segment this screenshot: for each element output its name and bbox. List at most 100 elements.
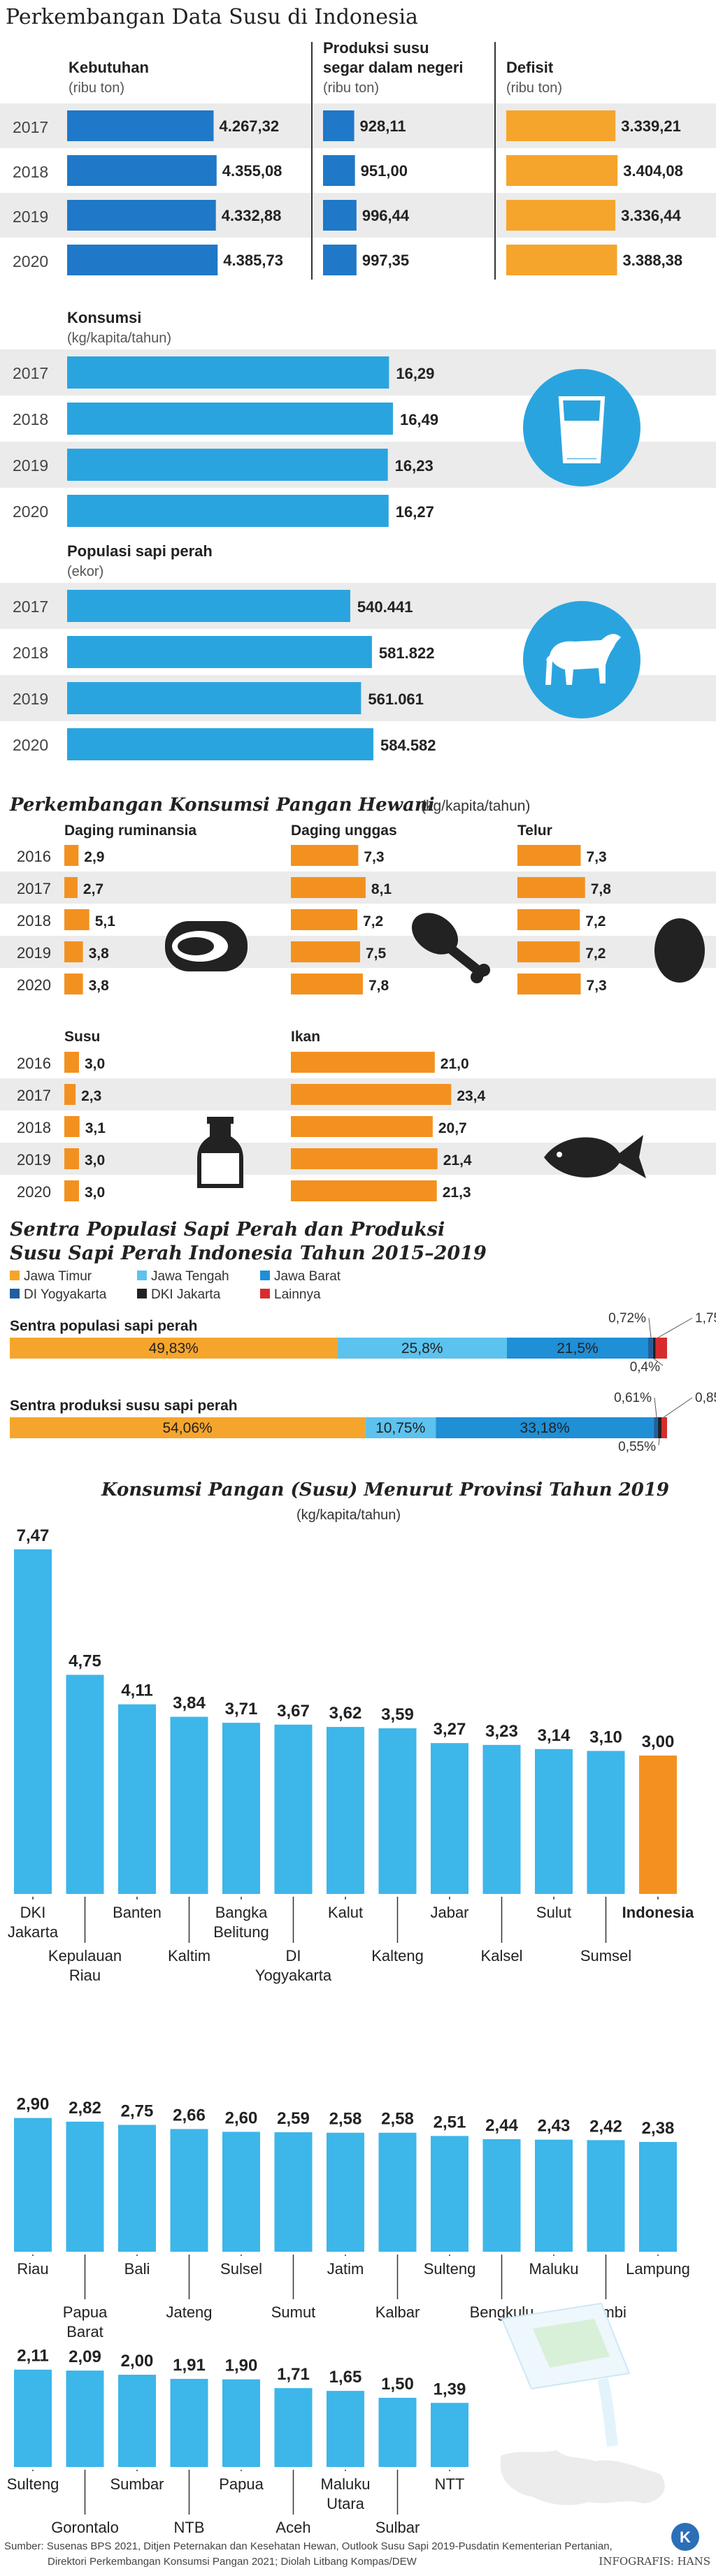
legend-label: Jawa Tengah [151,1269,229,1284]
bar-value-label: 2,58 [329,2110,362,2129]
year-label: 2016 [17,848,51,865]
bar-value-label: 1,65 [329,2368,362,2387]
bar-value-label: 5,1 [95,913,116,929]
bar [291,1116,433,1137]
stacked-segment [654,1417,658,1438]
segment-value-label: 54,06% [162,1420,212,1436]
bar-value-label: 2,90 [17,2095,50,2114]
bar-value-label: 581.822 [379,644,435,662]
series-title: segar dalam negeri [323,59,464,76]
milk-glass-fill [564,421,600,458]
bar [67,403,393,435]
bar [323,110,355,141]
series-unit: (ribu ton) [506,80,562,96]
bar-value-label: 561.061 [368,690,424,708]
bar-value-label: 7,5 [366,946,387,962]
stacked-segment [337,1338,507,1359]
bar-value-label: 3.388,38 [623,252,683,269]
category-label: Kepulauan [48,1947,122,1964]
bar [274,1724,313,1894]
bar-value-label: 1,71 [277,2365,310,2384]
year-label: 2016 [17,1055,51,1072]
bar-value-label: 16,29 [396,365,434,382]
stacked-segment [506,1338,649,1359]
chart-unit: (kg/kapita/tahun) [296,1507,401,1523]
row-title: Sentra populasi sapi perah [10,1318,197,1334]
bar [323,200,357,231]
year-label: 2020 [17,976,51,994]
bar-value-label: 997,35 [362,252,409,269]
bar-value-label: 23,4 [457,1088,485,1104]
bar [64,1084,76,1105]
bar-value-label: 3,14 [538,1726,571,1745]
bar [67,356,389,389]
year-label: 2019 [17,1151,51,1168]
bar-value-label: 1,50 [381,2375,414,2394]
bar [170,2129,208,2252]
category-label: Jatim [327,2260,364,2278]
category-label: NTB [174,2519,205,2536]
bar [431,2136,468,2252]
year-label: 2019 [13,690,48,708]
bar [291,845,359,866]
bar [66,2371,104,2467]
callout-line [657,1317,693,1338]
chart-title: Konsumsi Pangan (Susu) Menurut Provinsi … [101,1479,669,1500]
bar [327,2391,364,2467]
category-label: Bangka [215,1904,268,1921]
bar-value-label: 2,75 [121,2102,154,2121]
bar-value-label: 21,4 [443,1152,472,1168]
province-chart: Konsumsi Pangan (Susu) Menurut Provinsi … [7,1479,694,2536]
category-label: Kalbar [375,2303,420,2321]
bar [64,1180,79,1201]
bar [431,2403,468,2467]
bar-value-label: 2,59 [277,2109,310,2128]
centers-chart: Sentra Populasi Sapi Perah dan Produksi S… [10,1219,716,1454]
bar [517,877,585,898]
bar [535,2139,573,2252]
bar-value-label: 7,3 [587,849,607,865]
series-unit: (ribu ton) [69,80,124,96]
category-label: Aceh [275,2519,310,2536]
bar-value-label: 4.267,32 [219,117,279,135]
year-label: 2020 [13,736,48,754]
bar-value-label: 7,2 [363,913,383,929]
category-label: Papua [219,2475,264,2493]
bar-value-label: 7,8 [591,881,612,897]
bar-value-label: 3,0 [85,1152,105,1168]
legend-swatch [10,1289,20,1298]
bar-value-label: 2,09 [69,2347,101,2366]
year-label: 2018 [17,1119,51,1136]
bar [587,1751,625,1894]
year-label: 2020 [13,502,48,521]
bar [67,495,389,527]
small-segment-label: 0,72% [608,1311,646,1326]
bar-value-label: 4,11 [121,1681,152,1700]
bar [222,2132,260,2252]
bar [64,974,83,994]
bar-value-label: 3,67 [277,1702,310,1721]
kompas-logo-icon [671,2523,699,2551]
chart-title: Susu Sapi Perah Indonesia Tahun 2015–201… [10,1243,487,1264]
fish-eye [557,1152,562,1157]
legend-label: DKI Jakarta [151,1287,221,1302]
chart-unit: (kg/kapita/tahun) [421,798,530,814]
chart-unit: (ekor) [67,564,103,579]
bar-value-label: 16,49 [400,411,438,428]
bar [291,877,366,898]
callout-line [653,1358,664,1366]
bar-value-label: 540.441 [357,598,413,616]
category-label: Kalsel [481,1947,523,1964]
bar-value-label: 2,9 [84,849,104,865]
category-label: Sumsel [580,1947,631,1964]
bar [291,1084,452,1105]
bar [118,2375,156,2467]
legend-label: Jawa Barat [274,1269,341,1284]
chart-title: Konsumsi [67,309,141,326]
bar-value-label: 3.404,08 [623,162,683,180]
stacked-segment [652,1338,656,1359]
stacked-segment [436,1417,654,1438]
bar-value-label: 7,3 [364,849,384,865]
category-label: Sumbar [110,2475,164,2493]
supply-chart: 2017 2018 2019 2020 Kebutuhan (ribu ton) Produ… [0,39,716,280]
